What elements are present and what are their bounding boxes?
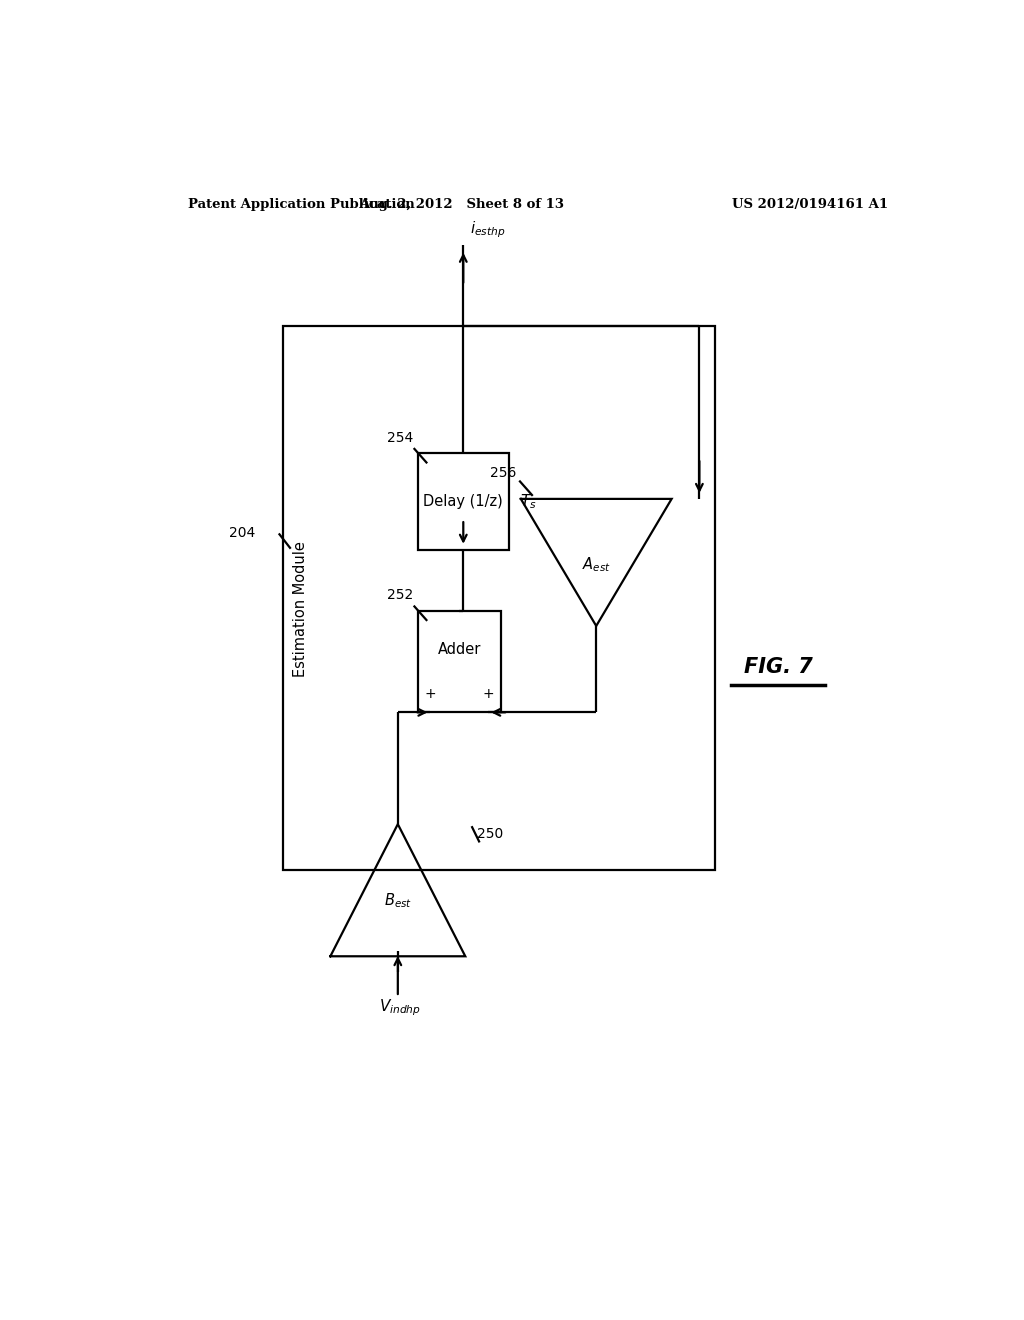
Text: 254: 254 <box>387 430 414 445</box>
Text: 250: 250 <box>477 828 504 841</box>
Text: $V_{indhp}$: $V_{indhp}$ <box>379 997 421 1018</box>
Text: FIG. 7: FIG. 7 <box>744 656 813 677</box>
Text: Aug. 2, 2012   Sheet 8 of 13: Aug. 2, 2012 Sheet 8 of 13 <box>358 198 564 211</box>
Text: +: + <box>482 686 495 701</box>
Text: Estimation Module: Estimation Module <box>293 541 307 677</box>
Bar <box>418 453 509 549</box>
Text: 204: 204 <box>228 525 255 540</box>
Text: +: + <box>425 686 436 701</box>
Bar <box>283 326 715 870</box>
Text: $B_{est}$: $B_{est}$ <box>384 891 412 909</box>
Text: 252: 252 <box>387 589 414 602</box>
Text: $A_{est}$: $A_{est}$ <box>582 556 610 574</box>
Text: 256: 256 <box>490 466 517 480</box>
Text: US 2012/0194161 A1: US 2012/0194161 A1 <box>732 198 889 211</box>
Text: Delay (1/z): Delay (1/z) <box>423 494 503 510</box>
Text: Adder: Adder <box>437 642 481 657</box>
Text: $i_{esthp}$: $i_{esthp}$ <box>470 219 505 240</box>
Text: $T_s$: $T_s$ <box>520 492 537 511</box>
Text: Patent Application Publication: Patent Application Publication <box>187 198 415 211</box>
Bar <box>418 611 501 713</box>
